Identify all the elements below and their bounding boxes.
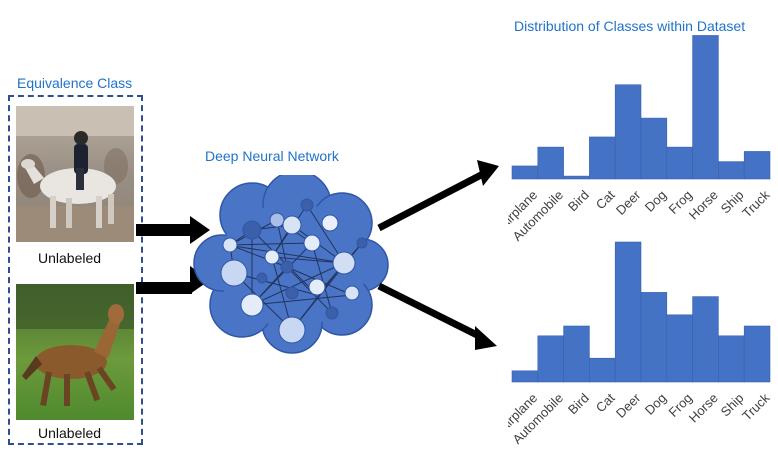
bar-dog: [640, 117, 668, 180]
brown-horse-picture: [16, 284, 134, 420]
bar-bird: [563, 175, 590, 180]
input-arrow-1: [136, 216, 210, 244]
image-caption-2: Unlabeled: [38, 425, 102, 441]
bar-frog: [666, 146, 693, 180]
tick-label-truck: Truck: [739, 187, 773, 221]
equivalence-class-title: Equivalence Class: [17, 75, 133, 91]
bar-bird: [563, 325, 590, 383]
tick-label-horse: Horse: [686, 187, 721, 222]
tick-label-truck: Truck: [739, 390, 773, 424]
horse-rider-picture: [16, 106, 134, 242]
tick-label-bird: Bird: [565, 187, 592, 214]
bar-airplane: [511, 165, 539, 180]
bar-cat: [589, 136, 616, 180]
tick-label-dog: Dog: [642, 187, 669, 214]
bar-ship: [718, 161, 745, 180]
bar-deer: [614, 241, 642, 383]
bar-airplane: [511, 370, 539, 383]
bar-dog: [640, 292, 668, 383]
tick-label-horse: Horse: [686, 390, 721, 425]
tick-label-dog: Dog: [642, 390, 669, 417]
bar-truck: [743, 325, 771, 383]
output-arrow-top: [377, 160, 499, 232]
equivalence-class-box: [8, 95, 143, 445]
output-arrow-bottom: [377, 282, 497, 350]
bar-horse: [692, 35, 719, 180]
bar-truck: [743, 151, 771, 180]
bar-cat: [589, 357, 616, 383]
tick-label-deer: Deer: [613, 390, 644, 421]
network-nodes: [220, 198, 368, 344]
neural-network-cloud: [193, 175, 389, 354]
horse-rider-image: [16, 106, 134, 242]
brown-horse-image: [16, 284, 134, 420]
image-caption-1: Unlabeled: [38, 250, 102, 266]
distribution-title: Distribution of Classes within Dataset: [514, 18, 746, 34]
bar-frog: [666, 314, 693, 383]
tick-label-deer: Deer: [613, 187, 644, 218]
bar-deer: [614, 84, 642, 180]
bar-ship: [718, 335, 745, 383]
bar-automobile: [537, 335, 564, 383]
bar-automobile: [537, 146, 564, 180]
output-arrows: [377, 160, 499, 350]
network-title: Deep Neural Network: [205, 148, 339, 164]
bar-horse: [692, 296, 719, 383]
tick-label-bird: Bird: [565, 390, 592, 417]
